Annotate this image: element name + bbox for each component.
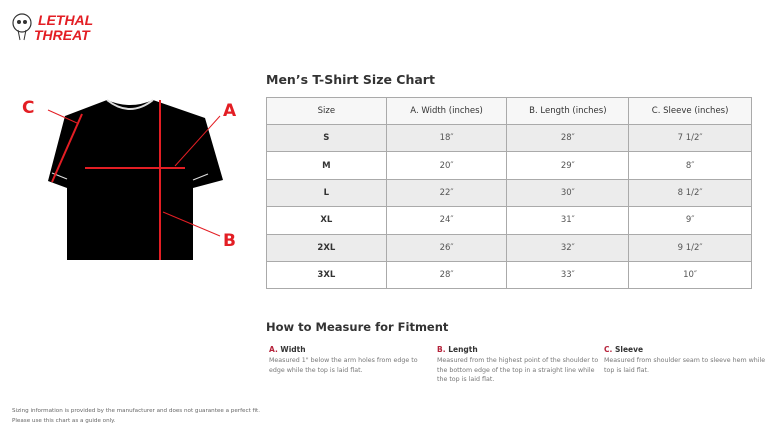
tshirt-measurement-diagram: C A B — [22, 98, 237, 260]
measure-name: Width — [280, 345, 306, 354]
table-cell: 28″ — [385, 260, 508, 290]
lethal-threat-logo: LETHAL THREAT — [12, 12, 93, 43]
table-cell: 29″ — [506, 151, 630, 180]
table-row: XL 24″ 31″ 9″ — [266, 206, 752, 235]
size-chart-table: Size A. Width (inches) B. Length (inches… — [266, 97, 752, 290]
measure-text: Measured 1" below the arm holes from edg… — [269, 357, 418, 374]
disclaimer-line: Please use this chart as a guide only. — [12, 417, 116, 424]
measure-title: How to Measure for Fitment — [266, 320, 449, 334]
table-cell: 24″ — [385, 206, 508, 235]
measure-width: A. Width Measured 1" below the arm holes … — [269, 344, 434, 375]
table-cell: 9 1/2″ — [628, 233, 752, 262]
measure-name: Length — [448, 345, 478, 354]
measure-length: B. Length Measured from the highest point… — [437, 344, 602, 385]
measure-letter: B. — [437, 345, 446, 354]
tshirt-shape — [48, 100, 223, 260]
table-cell: 26″ — [385, 233, 508, 262]
size-chart-title: Men’s T-Shirt Size Chart — [266, 72, 435, 87]
table-cell: 18″ — [385, 123, 508, 153]
header-width: A. Width (inches) — [385, 97, 508, 125]
size-cell: S — [266, 123, 387, 153]
table-cell: 33″ — [506, 260, 630, 290]
table-cell: 31″ — [506, 206, 630, 235]
header-sleeve: C. Sleeve (inches) — [628, 97, 752, 125]
table-row: S 18″ 28″ 7 1/2″ — [266, 123, 752, 153]
header-size: Size — [266, 97, 387, 125]
svg-text:LETHAL: LETHAL — [38, 12, 93, 28]
table-cell: 7 1/2″ — [628, 123, 752, 153]
measure-text: Measured from shoulder seam to sleeve he… — [604, 357, 766, 374]
table-header-row: Size A. Width (inches) B. Length (inches… — [266, 97, 752, 125]
measure-letter: C. — [604, 345, 613, 354]
table-cell: 10″ — [628, 260, 752, 290]
table-cell: 22″ — [385, 178, 508, 208]
label-b: B — [223, 231, 236, 251]
table-row: M 20″ 29″ 8″ — [266, 151, 752, 180]
label-c: C — [22, 98, 34, 118]
size-cell: L — [266, 178, 387, 208]
table-cell: 8 1/2″ — [628, 178, 752, 208]
size-cell: 2XL — [266, 233, 387, 262]
disclaimer-line: Sizing information is provided by the ma… — [12, 408, 261, 414]
svg-text:THREAT: THREAT — [34, 27, 91, 43]
table-cell: 8″ — [628, 151, 752, 180]
header-length: B. Length (inches) — [506, 97, 630, 125]
size-cell: M — [266, 151, 387, 180]
measure-name: Sleeve — [614, 345, 644, 354]
disclaimer: Sizing information is provided by the ma… — [12, 407, 260, 426]
table-cell: 9″ — [628, 206, 752, 235]
table-cell: 20″ — [385, 151, 508, 180]
measure-sleeve: C. Sleeve Measured from shoulder seam to … — [604, 344, 769, 375]
measure-letter: A. — [269, 345, 278, 354]
size-cell: XL — [266, 206, 387, 235]
table-row: 3XL 28″ 33″ 10″ — [266, 260, 752, 290]
size-cell: 3XL — [266, 260, 387, 290]
table-cell: 32″ — [506, 233, 630, 262]
table-row: L 22″ 30″ 8 1/2″ — [266, 178, 752, 208]
table-row: 2XL 26″ 32″ 9 1/2″ — [266, 233, 752, 262]
label-a: A — [223, 101, 237, 121]
measure-text: Measured from the highest point of the s… — [437, 357, 599, 384]
table-cell: 30″ — [506, 178, 630, 208]
table-cell: 28″ — [506, 123, 630, 153]
